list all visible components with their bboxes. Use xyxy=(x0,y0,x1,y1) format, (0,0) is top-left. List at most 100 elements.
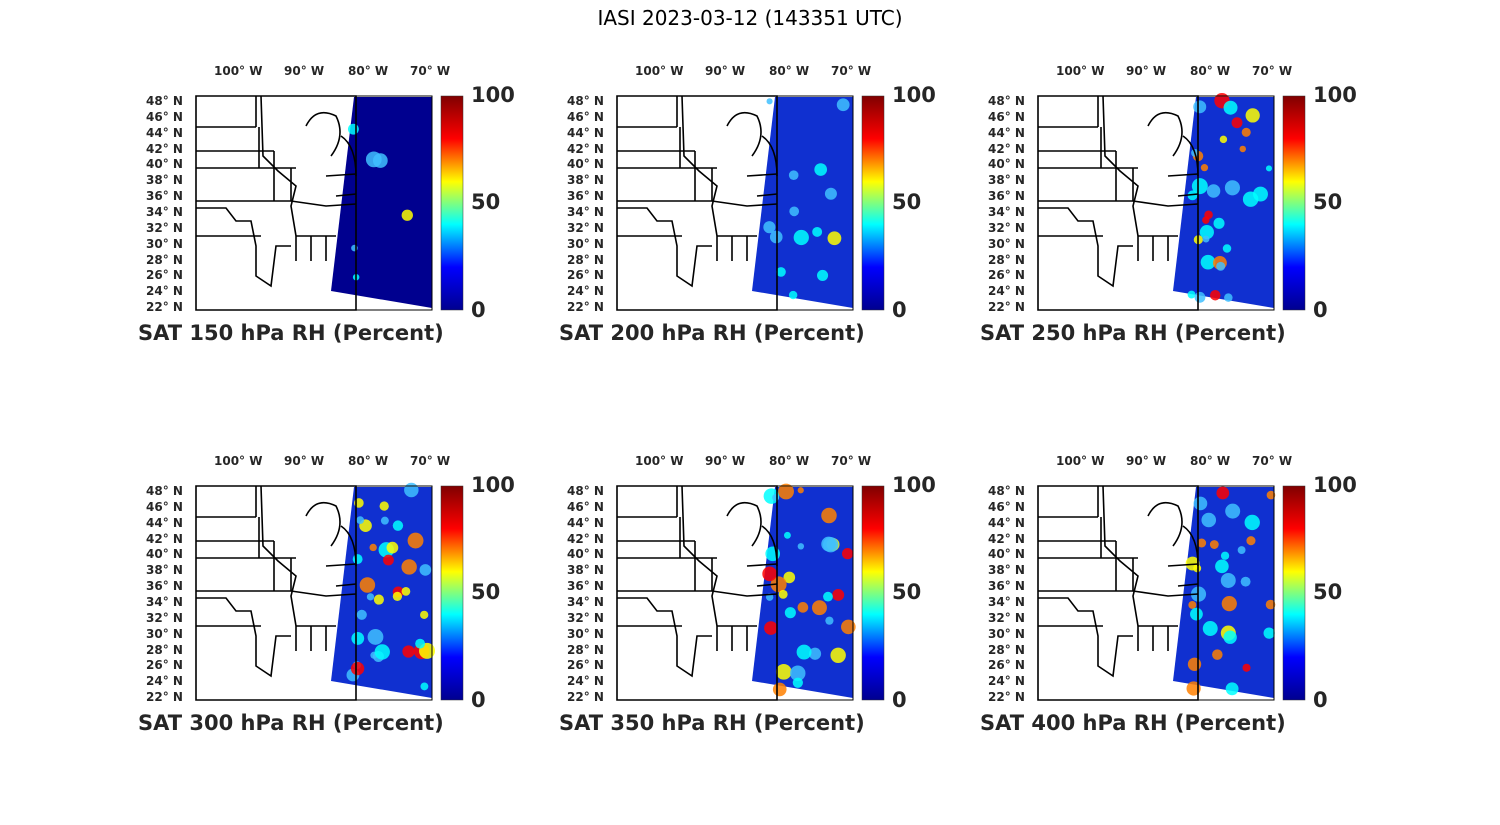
map-frame xyxy=(195,95,433,311)
state-boundary xyxy=(305,501,357,567)
longitude-label: 70° W xyxy=(1252,454,1293,468)
rh-observation xyxy=(793,229,809,246)
latitude-label: 30° N xyxy=(988,626,1025,641)
rh-observation xyxy=(1213,217,1225,229)
latitude-label: 34° N xyxy=(146,594,183,609)
state-boundary xyxy=(305,111,357,177)
latitude-label: 26° N xyxy=(988,658,1025,673)
colorbar-tick-label: 0 xyxy=(892,688,907,712)
rh-observation xyxy=(1241,127,1251,137)
latitude-label: 48° N xyxy=(146,94,183,108)
latitude-label: 48° N xyxy=(567,484,604,498)
rh-observation xyxy=(401,209,413,221)
state-boundary xyxy=(676,486,713,591)
rh-observation xyxy=(1222,244,1232,253)
rh-observation xyxy=(772,682,787,697)
longitude-label: 100° W xyxy=(635,454,684,468)
latitude-label: 32° N xyxy=(146,610,183,625)
latitude-label: 46° N xyxy=(567,109,604,124)
rh-observation xyxy=(788,290,798,300)
longitude-label: 100° W xyxy=(214,454,263,468)
state-boundary xyxy=(196,126,296,237)
rh-observation xyxy=(1212,649,1223,660)
longitude-label: 90° W xyxy=(705,64,746,78)
state-boundary xyxy=(726,501,778,567)
longitude-label: 70° W xyxy=(410,454,451,468)
state-boundary xyxy=(1038,207,1133,288)
latitude-label: 34° N xyxy=(567,204,604,219)
map-plot xyxy=(195,95,464,311)
rh-observation xyxy=(788,170,799,180)
state-boundary xyxy=(196,597,291,678)
longitude-label: 80° W xyxy=(348,454,389,468)
state-boundary xyxy=(746,173,778,197)
rh-observation xyxy=(1200,163,1209,172)
rh-observation xyxy=(407,532,424,549)
rh-observation xyxy=(1191,178,1208,195)
rh-observation xyxy=(1266,490,1276,500)
rh-observation xyxy=(778,483,794,500)
rh-observation xyxy=(783,571,796,584)
rh-observation xyxy=(415,638,426,649)
rh-observation xyxy=(827,231,842,246)
latitude-label: 42° N xyxy=(146,531,183,546)
rh-observation xyxy=(1225,503,1241,519)
longitude-label: 100° W xyxy=(635,64,684,78)
rh-observation xyxy=(1197,538,1207,548)
rh-observation xyxy=(383,554,394,566)
rh-observation xyxy=(386,541,399,554)
rh-observation xyxy=(1239,145,1246,153)
map-panel: 100 50 0 100° W 90° W 80° W 70° W 48° N 46° N 44°… xyxy=(559,454,936,735)
longitude-label: 90° W xyxy=(705,454,746,468)
latitude-label: 32° N xyxy=(988,220,1025,235)
rh-observation xyxy=(1244,514,1260,531)
colorbar xyxy=(440,485,464,701)
rh-observation xyxy=(763,221,776,234)
rh-observation xyxy=(1215,559,1229,574)
latitude-label: 22° N xyxy=(988,300,1025,315)
colorbar-tick-label: 100 xyxy=(471,473,515,497)
latitude-label: 44° N xyxy=(988,515,1025,530)
latitude-label: 42° N xyxy=(988,141,1025,156)
rh-observation xyxy=(1200,254,1216,270)
longitude-label: 80° W xyxy=(1190,64,1231,78)
colorbar-tick-label: 100 xyxy=(1313,473,1357,497)
rh-observation xyxy=(365,151,382,168)
colorbar-tick-label: 100 xyxy=(471,83,515,107)
state-boundary xyxy=(1038,597,1133,678)
latitude-label: 38° N xyxy=(567,563,604,578)
rh-observation xyxy=(1246,536,1256,546)
rh-observation xyxy=(1187,657,1202,671)
latitude-label: 36° N xyxy=(567,579,604,594)
rh-observation xyxy=(366,593,375,601)
rh-observation xyxy=(841,619,856,635)
latitude-label: 48° N xyxy=(988,94,1025,108)
colorbar xyxy=(1282,485,1306,701)
latitude-label: 46° N xyxy=(146,109,183,124)
rh-observation xyxy=(766,98,773,105)
state-boundary xyxy=(1097,96,1134,201)
rh-observation xyxy=(824,187,837,200)
rh-observation xyxy=(1206,184,1221,198)
rh-observation xyxy=(374,644,390,660)
rh-observation xyxy=(762,566,777,582)
state-boundary xyxy=(1037,95,1199,311)
longitude-label: 100° W xyxy=(214,64,263,78)
map-plot xyxy=(1037,485,1306,701)
longitude-label: 80° W xyxy=(1190,454,1231,468)
rh-observation xyxy=(836,98,850,112)
state-boundary xyxy=(616,485,778,701)
rh-observation xyxy=(356,516,365,525)
latitude-label: 30° N xyxy=(988,236,1025,251)
latitude-label: 44° N xyxy=(567,125,604,140)
panel-title: SAT 200 hPa RH (Percent) xyxy=(559,321,865,345)
latitude-label: 44° N xyxy=(146,515,183,530)
satellite-swath xyxy=(1173,97,1274,308)
latitude-label: 32° N xyxy=(567,220,604,235)
longitude-label: 90° W xyxy=(1126,64,1167,78)
map-panel: 100 50 0 100° W 90° W 80° W 70° W 48° N 46° N 44°… xyxy=(559,64,936,345)
rh-observation xyxy=(1186,681,1201,696)
colorbar-tick-label: 50 xyxy=(1313,580,1343,604)
longitude-label: 90° W xyxy=(284,64,325,78)
colorbar-tick-label: 0 xyxy=(1313,298,1328,322)
